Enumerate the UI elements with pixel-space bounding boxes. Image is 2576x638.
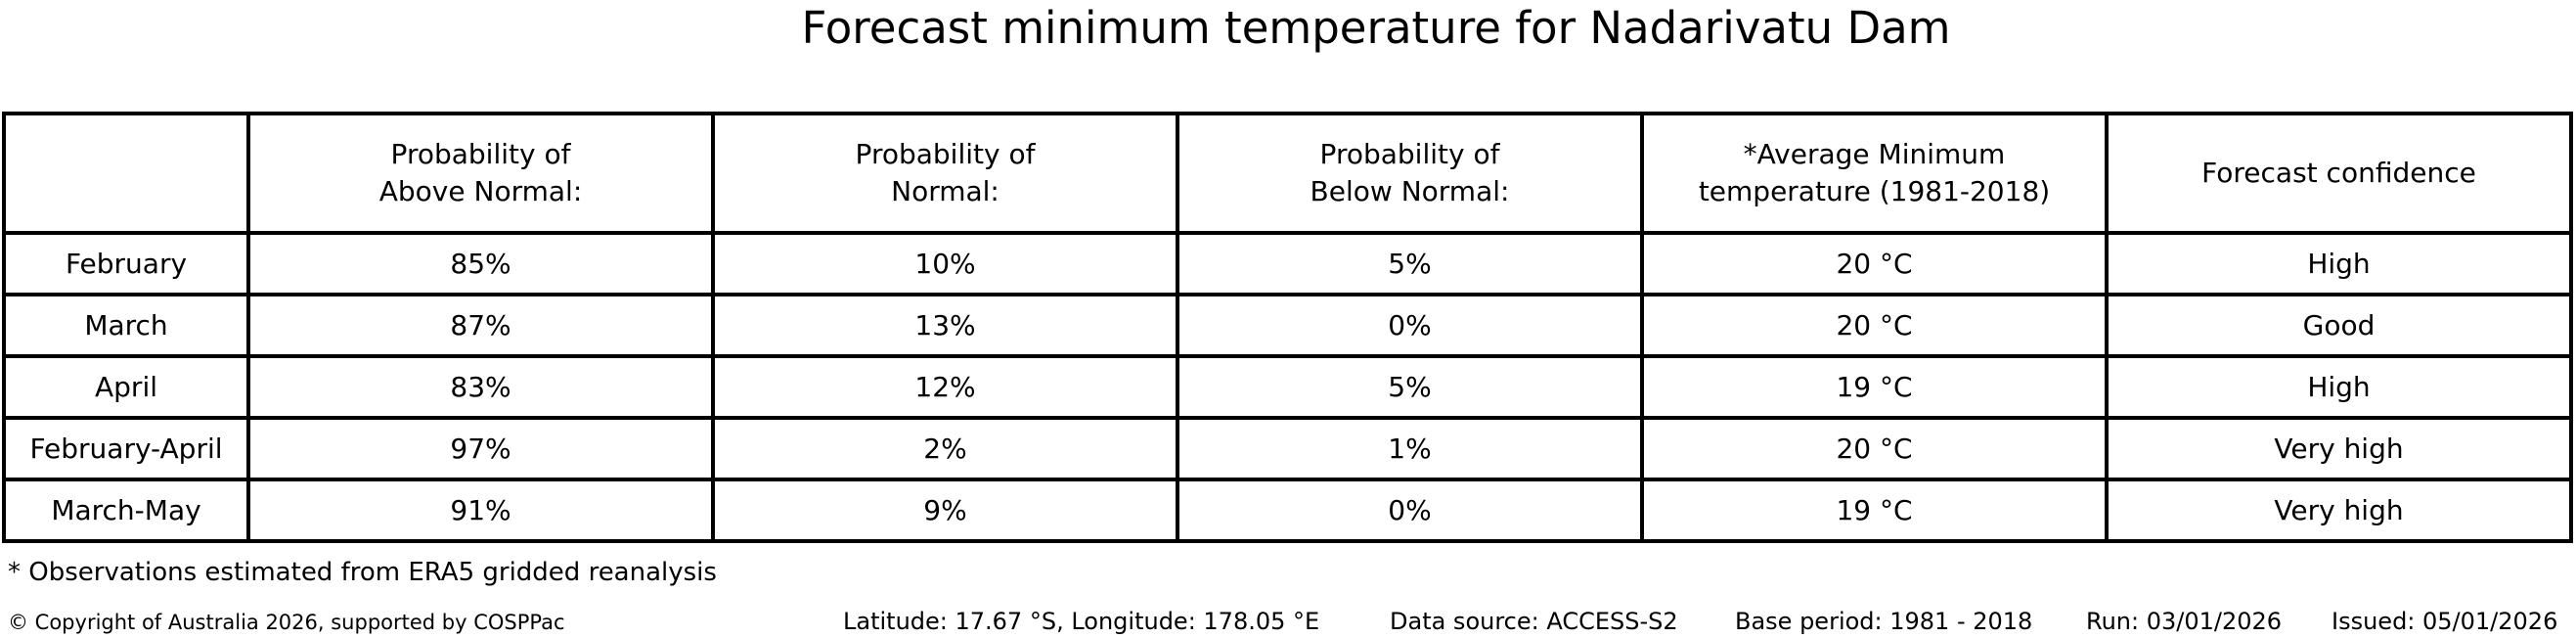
cell-confidence: Very high (2105, 416, 2573, 481)
header-below-normal: Probability of Below Normal: (1176, 112, 1644, 235)
page-title: Forecast minimum temperature for Nadariv… (801, 2, 1951, 54)
cell-above-normal: 87% (246, 293, 715, 358)
cell-above-normal: 97% (246, 416, 715, 481)
table-header-row: Probability of Above Normal: Probability… (2, 112, 2573, 235)
location-text: Latitude: 17.67 °S, Longitude: 178.05 °E (843, 608, 1320, 635)
data-source-text: Data source: ACCESS-S2 (1390, 608, 1678, 635)
table-row: March 87% 13% 0% 20 °C Good (2, 293, 2573, 358)
cell-above-normal: 83% (246, 354, 715, 420)
cell-normal: 10% (711, 231, 1179, 296)
cell-below-normal: 0% (1176, 478, 1644, 543)
cell-confidence: High (2105, 354, 2573, 420)
row-label: March (2, 293, 250, 358)
row-label: March-May (2, 478, 250, 543)
forecast-table: Probability of Above Normal: Probability… (2, 112, 2573, 543)
cell-average-minimum: 20 °C (1640, 293, 2109, 358)
cell-normal: 12% (711, 354, 1179, 420)
cell-normal: 9% (711, 478, 1179, 543)
header-normal: Probability of Normal: (711, 112, 1179, 235)
run-date-text: Run: 03/01/2026 (2086, 608, 2283, 635)
header-above-normal: Probability of Above Normal: (246, 112, 715, 235)
table-row: February-April 97% 2% 1% 20 °C Very high (2, 416, 2573, 481)
cell-above-normal: 91% (246, 478, 715, 543)
row-label: February (2, 231, 250, 296)
cell-average-minimum: 20 °C (1640, 231, 2109, 296)
cell-confidence: High (2105, 231, 2573, 296)
corner-cell (2, 112, 250, 235)
header-forecast-confidence: Forecast confidence (2105, 112, 2573, 235)
header-average-minimum: *Average Minimum temperature (1981-2018) (1640, 112, 2109, 235)
cell-above-normal: 85% (246, 231, 715, 296)
cell-normal: 13% (711, 293, 1179, 358)
cell-confidence: Very high (2105, 478, 2573, 543)
table-row: February 85% 10% 5% 20 °C High (2, 231, 2573, 296)
cell-below-normal: 0% (1176, 293, 1644, 358)
cell-average-minimum: 20 °C (1640, 416, 2109, 481)
cell-average-minimum: 19 °C (1640, 354, 2109, 420)
cell-average-minimum: 19 °C (1640, 478, 2109, 543)
row-label: April (2, 354, 250, 420)
copyright-text: © Copyright of Australia 2026, supported… (8, 611, 565, 634)
base-period-text: Base period: 1981 - 2018 (1735, 608, 2033, 635)
cell-confidence: Good (2105, 293, 2573, 358)
cell-below-normal: 5% (1176, 231, 1644, 296)
cell-below-normal: 5% (1176, 354, 1644, 420)
observations-footnote: * Observations estimated from ERA5 gridd… (8, 558, 717, 587)
table-row: March-May 91% 9% 0% 19 °C Very high (2, 478, 2573, 543)
issued-date-text: Issued: 05/01/2026 (2332, 608, 2558, 635)
cell-below-normal: 1% (1176, 416, 1644, 481)
row-label: February-April (2, 416, 250, 481)
cell-normal: 2% (711, 416, 1179, 481)
table-row: April 83% 12% 5% 19 °C High (2, 354, 2573, 420)
